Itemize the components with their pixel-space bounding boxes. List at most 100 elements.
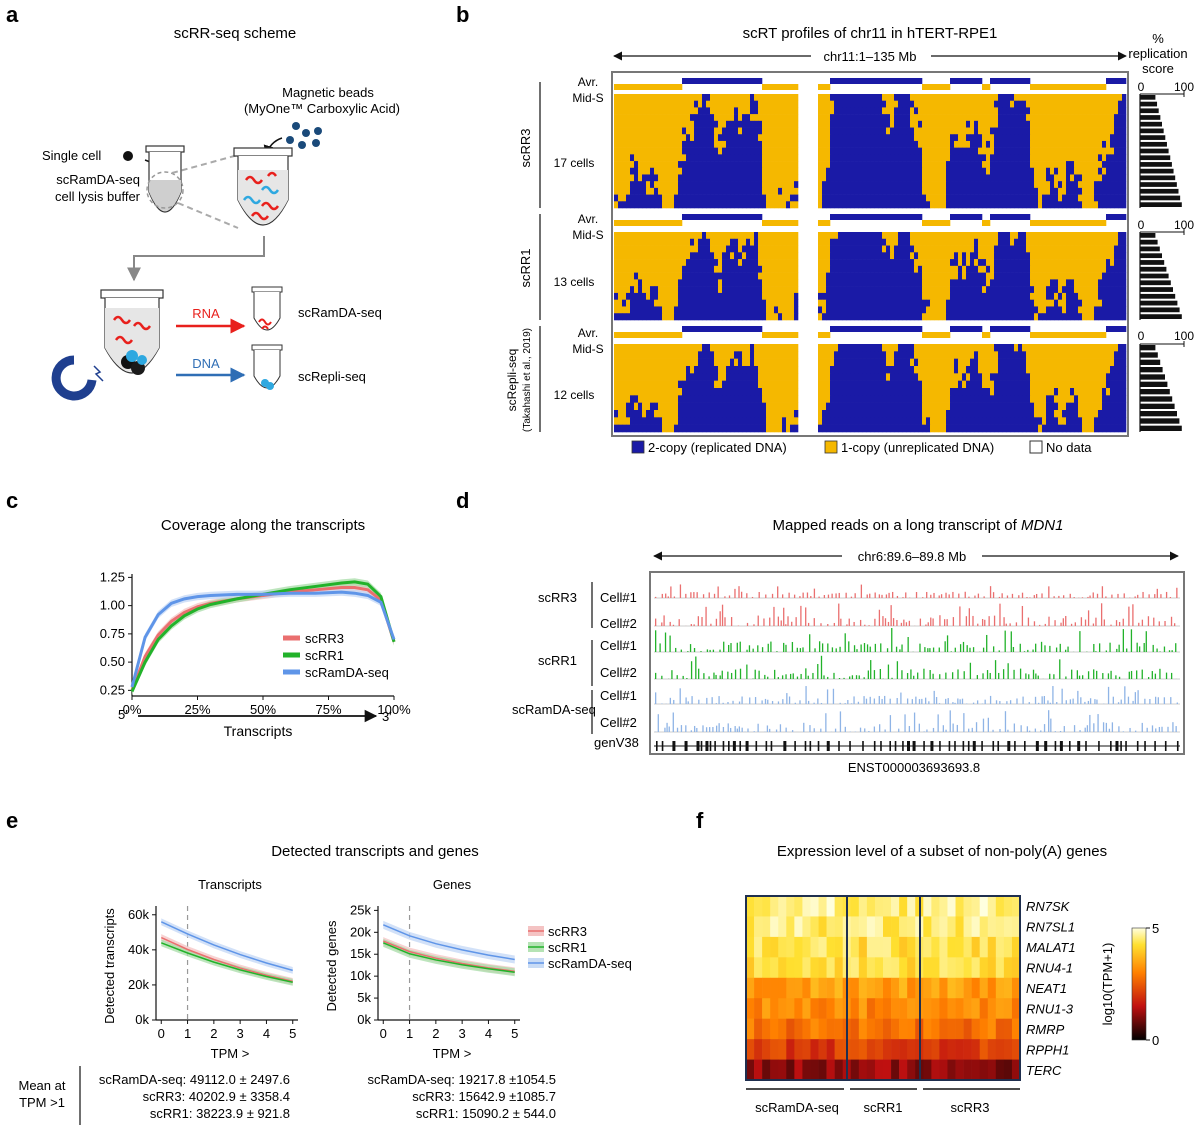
cell-bin (954, 120, 959, 128)
cell-bin (730, 344, 735, 352)
cell-bin (766, 161, 771, 169)
cell-bin (874, 358, 879, 367)
cell-bin (1042, 272, 1047, 280)
cell-bin (1086, 127, 1091, 135)
cell-bin (834, 299, 839, 307)
cell-bin (994, 279, 999, 287)
cell-bin (1050, 279, 1055, 287)
cell-bin (1078, 140, 1083, 148)
cell-bin (794, 388, 799, 396)
cell-bin (1094, 299, 1099, 307)
cell-bin (650, 161, 655, 169)
cell-bin (826, 388, 831, 396)
cell-bin (946, 94, 951, 102)
avr-bin (970, 78, 975, 84)
cell-bin (678, 181, 683, 189)
cell-bin (758, 161, 763, 169)
cell-bin (822, 238, 827, 246)
cell-bin (978, 373, 983, 381)
cell-bin (950, 380, 955, 389)
cell-bin (890, 187, 895, 195)
cell-bin (898, 201, 903, 209)
cell-bin (974, 134, 979, 142)
cell-bin (822, 351, 827, 359)
cell-bin (1034, 373, 1039, 381)
cell-bin (1062, 187, 1067, 195)
cell-bin (678, 140, 683, 148)
cell-bin (998, 292, 1003, 300)
cell-bin (830, 380, 835, 389)
cell-bin (1058, 279, 1063, 287)
cell-bin (618, 134, 623, 142)
cell-bin (942, 366, 947, 374)
cell-bin (1074, 127, 1079, 135)
cell-bin (822, 147, 827, 155)
cell-bin (854, 366, 859, 374)
avr-bin (1106, 214, 1111, 220)
avr-bin (1074, 84, 1079, 90)
cell-bin (1074, 100, 1079, 108)
cell-bin (674, 114, 679, 122)
cell-bin (1042, 358, 1047, 367)
cell-bin (794, 286, 799, 294)
cell-bin (910, 351, 915, 359)
cell-bin (858, 187, 863, 195)
cell-bin (614, 279, 619, 287)
cell-bin (1082, 299, 1087, 307)
cell-bin (994, 100, 999, 108)
cell-bin (834, 127, 839, 135)
cell-bin (638, 252, 643, 260)
cell-bin (878, 127, 883, 135)
cell-bin (1014, 292, 1019, 300)
cell-bin (754, 292, 759, 300)
cell-bin (822, 140, 827, 148)
cell-bin (1110, 313, 1115, 321)
cell-bin (1106, 194, 1111, 202)
cell-bin (754, 94, 759, 102)
cell-bin (894, 245, 899, 253)
cell-bin (838, 306, 843, 314)
cell-bin (630, 395, 635, 403)
cell-bin (678, 313, 683, 321)
cell-bin (734, 388, 739, 396)
cell-bin (758, 107, 763, 115)
cell-bin (1030, 194, 1035, 202)
cell-bin (926, 313, 931, 321)
avr-bin (870, 326, 875, 332)
cell-bin (1030, 174, 1035, 182)
cell-bin (1110, 194, 1115, 202)
cell-bin (638, 107, 643, 115)
cell-bin (794, 174, 799, 182)
cell-bin (794, 245, 799, 253)
cell-bin (758, 292, 763, 300)
cell-bin (1042, 201, 1047, 209)
cell-bin (846, 299, 851, 307)
cell-bin (962, 245, 967, 253)
cell-bin (974, 100, 979, 108)
cell-bin (698, 201, 703, 209)
cell-bin (662, 279, 667, 287)
cell-bin (614, 181, 619, 189)
avr-bin (974, 78, 979, 84)
cell-bin (1002, 181, 1007, 189)
cell-bin (1006, 272, 1011, 280)
cell-bin (926, 94, 931, 102)
avr-bin (850, 214, 855, 220)
cell-bin (1046, 259, 1051, 267)
cell-bin (1098, 100, 1103, 108)
cell-bin (750, 380, 755, 389)
cell-bin (734, 174, 739, 182)
cell-bin (670, 344, 675, 352)
cell-bin (666, 107, 671, 115)
cell-bin (1038, 292, 1043, 300)
cell-bin (1074, 351, 1079, 359)
cell-bin (1106, 147, 1111, 155)
cell-bin (658, 174, 663, 182)
cell-bin (638, 134, 643, 142)
cell-bin (950, 201, 955, 209)
cell-bin (1094, 259, 1099, 267)
cell-bin (642, 306, 647, 314)
cell-bin (990, 259, 995, 267)
cell-bin (646, 373, 651, 381)
cell-bin (754, 272, 759, 280)
